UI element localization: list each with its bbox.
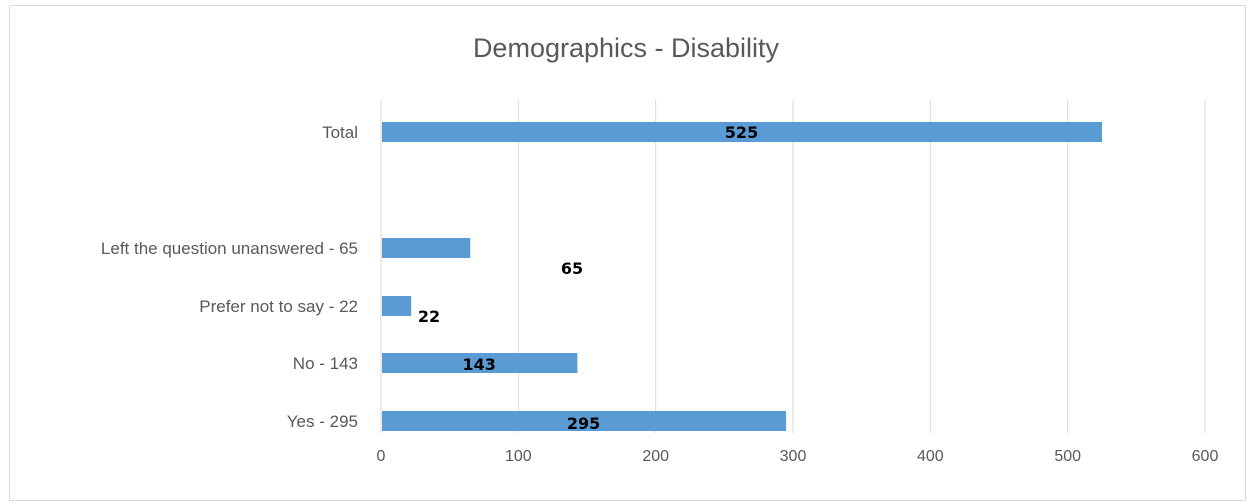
category-label: Yes - 295 (287, 412, 358, 431)
bar (382, 411, 787, 431)
data-label: 22 (418, 307, 440, 326)
x-tick-label: 200 (642, 448, 669, 465)
category-label: Left the question unanswered - 65 (101, 239, 358, 258)
data-label: 143 (462, 355, 495, 374)
bar (382, 353, 578, 373)
category-label: Prefer not to say - 22 (199, 297, 358, 316)
x-tick-label: 500 (1054, 448, 1081, 465)
x-tick-label: 300 (780, 448, 807, 465)
category-label: Total (322, 123, 358, 142)
bar (382, 122, 1102, 142)
chart-title: Demographics - Disability (473, 33, 780, 63)
data-label: 295 (567, 414, 600, 433)
x-tick-label: 100 (505, 448, 532, 465)
x-tick-label: 400 (917, 448, 944, 465)
x-tick-label: 0 (377, 448, 386, 465)
data-label: 65 (561, 259, 583, 278)
bar (382, 296, 412, 316)
x-tick-label: 600 (1192, 448, 1219, 465)
data-label: 525 (725, 123, 758, 142)
bar (382, 238, 471, 258)
category-label: No - 143 (293, 354, 358, 373)
